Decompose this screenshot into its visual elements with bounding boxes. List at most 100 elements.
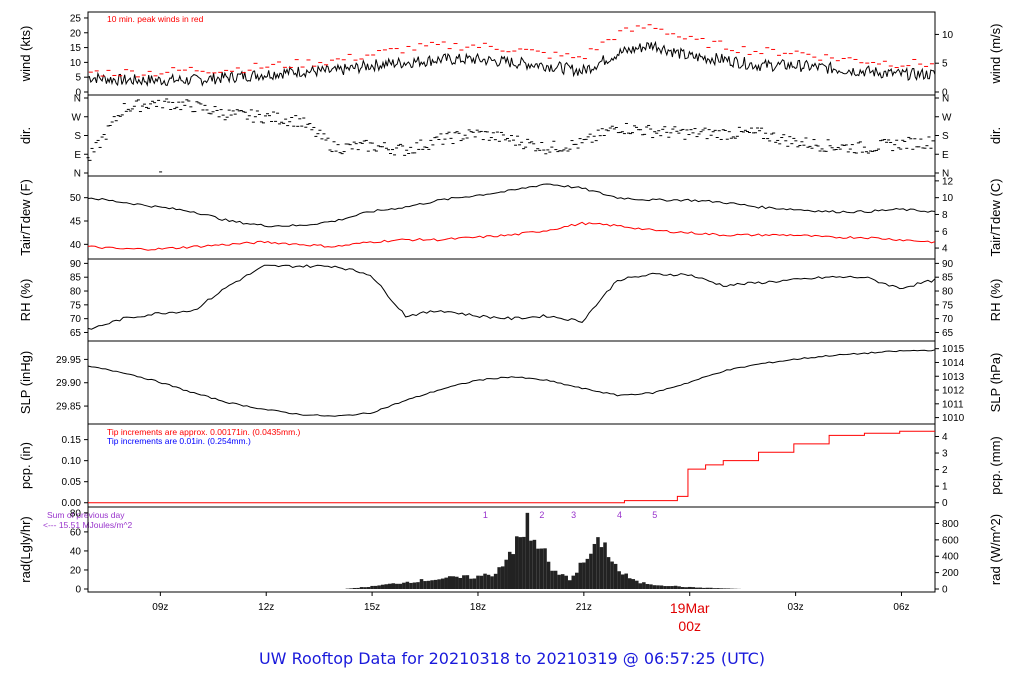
rad-bar — [723, 588, 727, 589]
rad-bar — [599, 547, 604, 589]
ylabel-right-pcp: pcp. (mm) — [988, 436, 1003, 495]
rad-bar — [476, 575, 480, 589]
ytick-label-left-rh: 65 — [70, 328, 82, 339]
ytick-label-left-rad: 60 — [70, 527, 82, 538]
ytick-label-right-dir: W — [942, 112, 952, 123]
rad-bar — [504, 559, 508, 589]
rad-bar — [617, 571, 621, 589]
ytick-label-left-wind: 10 — [70, 58, 82, 69]
ytick-label-left-pcp: 0.10 — [62, 456, 82, 467]
rad-bar — [670, 586, 674, 589]
rad-bar — [631, 579, 636, 589]
ytick-label-right-wind: 5 — [942, 59, 948, 70]
rad-note-sum: Sum of previous day — [47, 510, 125, 520]
ytick-label-right-rh: 75 — [942, 300, 954, 311]
ytick-label-right-slp: 1014 — [942, 358, 965, 369]
ylabel-right-dir: dir. — [988, 127, 1003, 144]
rad-bar — [687, 586, 692, 589]
rad-bar — [578, 562, 583, 589]
rad-bar — [402, 582, 406, 589]
rad-bar — [624, 573, 628, 589]
ytick-label-left-pcp: 0.15 — [62, 435, 82, 446]
rad-bar — [698, 587, 703, 589]
ytick-label-right-slp: 1010 — [942, 413, 965, 424]
rad-bar — [659, 585, 664, 589]
panel-frame-rh — [87, 258, 936, 342]
ytick-label-left-dir: E — [74, 150, 81, 161]
series-line-pcp — [88, 430, 935, 504]
rad-bar — [455, 576, 459, 589]
rad-bar — [532, 539, 537, 589]
rad-bar — [691, 587, 696, 589]
rad-bar — [536, 548, 540, 589]
rad-bar — [712, 588, 717, 589]
rad-bar — [395, 583, 399, 589]
rad-bar — [716, 588, 720, 589]
ytick-label-left-rh: 90 — [70, 259, 82, 270]
rad-marker-1: 1 — [483, 510, 488, 520]
ytick-label-right-pcp: 1 — [942, 482, 948, 493]
ytick-label-left-temp: 50 — [70, 193, 82, 204]
ylabel-left-temp: Tair/Tdew (F) — [18, 179, 33, 256]
rad-bar — [589, 553, 593, 589]
date-label: 19Mar — [670, 600, 710, 616]
rad-bar — [412, 582, 417, 589]
rad-bar — [387, 583, 392, 589]
ytick-label-right-rh: 70 — [942, 314, 954, 325]
ytick-label-right-slp: 1015 — [942, 344, 965, 355]
rad-bar — [500, 566, 505, 589]
ylabel-left-dir: dir. — [18, 127, 33, 144]
rad-bar — [627, 578, 632, 589]
panel-frame-temp — [87, 175, 936, 260]
ytick-label-right-rad: 600 — [942, 535, 959, 546]
ytick-label-left-dir: S — [74, 131, 81, 142]
rad-bar — [462, 575, 466, 589]
rad-bar — [377, 585, 381, 589]
rad-bar — [447, 576, 452, 589]
rad-bar — [610, 561, 614, 589]
ytick-label-right-wind: 0 — [942, 88, 948, 99]
rad-bar — [553, 570, 558, 589]
ytick-label-left-wind: 25 — [70, 13, 82, 24]
rad-bar — [663, 586, 667, 589]
rad-bar — [352, 587, 357, 589]
rad-bar — [546, 561, 551, 589]
rad-bar — [349, 588, 353, 589]
ytick-label-left-slp: 29.90 — [56, 378, 81, 389]
ytick-label-right-rad: 0 — [942, 585, 948, 596]
rad-bar — [719, 588, 724, 589]
page-title: UW Rooftop Data for 20210318 to 20210319… — [258, 649, 766, 668]
date-tick-label: 00z — [678, 618, 701, 634]
rad-bar — [525, 512, 530, 589]
rad-bar — [575, 572, 579, 589]
ytick-label-left-rh: 80 — [70, 287, 82, 298]
ytick-label-left-slp: 29.95 — [56, 355, 81, 366]
rad-bar — [709, 587, 713, 589]
rad-bar — [384, 584, 388, 589]
ytick-label-right-rad: 200 — [942, 568, 959, 579]
rad-bar — [515, 536, 519, 589]
ytick-label-left-rad: 20 — [70, 565, 82, 576]
series-line-temp — [87, 183, 936, 228]
ytick-label-right-slp: 1013 — [942, 372, 965, 383]
rad-bar — [684, 587, 688, 589]
ytick-label-right-wind: 10 — [942, 30, 954, 41]
ytick-label-left-rad: 40 — [70, 546, 82, 557]
rad-bar — [649, 584, 653, 589]
rad-bar — [705, 587, 710, 589]
rad-bar — [363, 587, 367, 589]
rad-bar — [666, 586, 671, 589]
ytick-label-right-pcp: 4 — [942, 432, 948, 443]
rad-bar — [479, 575, 484, 589]
ytick-label-left-rh: 70 — [70, 314, 82, 325]
rad-bar — [677, 586, 681, 589]
series-line-slp — [87, 349, 936, 417]
rad-bar — [507, 551, 512, 589]
rad-bar — [433, 579, 438, 589]
rad-bar — [518, 537, 523, 589]
rad-bar — [571, 575, 576, 589]
rad-bar — [606, 557, 611, 589]
rad-bar — [440, 578, 445, 589]
rad-bar — [497, 567, 501, 589]
xtick-label: 18z — [470, 602, 486, 613]
